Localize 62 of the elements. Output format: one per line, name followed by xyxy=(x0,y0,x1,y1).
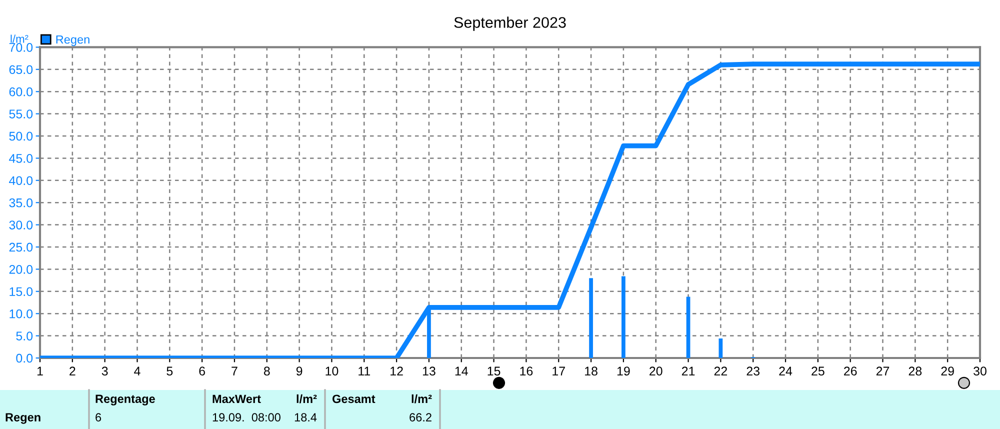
x-tick-label: 2 xyxy=(70,366,76,376)
bar xyxy=(622,276,626,358)
y-tick-label: 50.0 xyxy=(9,132,33,141)
text: 6 xyxy=(96,413,102,422)
y-tick-label: 60.0 xyxy=(9,87,33,96)
bar xyxy=(686,296,690,358)
x-tick-label: 23 xyxy=(746,366,760,376)
x-tick-label: 10 xyxy=(326,366,338,376)
x-tick-label: 26 xyxy=(844,366,857,376)
text: l/m² xyxy=(412,394,432,404)
y-tick-label: 65.0 xyxy=(9,65,33,74)
x-tick-label: 27 xyxy=(876,366,890,376)
y-tick-label: 35.0 xyxy=(9,198,33,208)
y-tick-label: 30.0 xyxy=(9,220,33,230)
x-tick-label: 28 xyxy=(908,366,922,376)
y-tick-label: 70.0 xyxy=(9,42,33,52)
x-tick-label: 29 xyxy=(941,366,954,376)
x-tick-label: 6 xyxy=(199,366,205,376)
x-tick-label: 19 xyxy=(617,366,630,376)
x-tick-label: 4 xyxy=(134,366,140,376)
x-tick-label: 20 xyxy=(650,366,662,376)
x-tick-label: 8 xyxy=(264,366,270,376)
x-tick-label: 18 xyxy=(585,366,598,376)
x-tick-label: 13 xyxy=(422,366,436,376)
x-tick-label: 9 xyxy=(296,366,302,376)
x-tick-label: 22 xyxy=(714,366,728,376)
x-tick-label: 12 xyxy=(390,366,403,376)
y-tick-label: 45.0 xyxy=(9,154,33,163)
text: l/m² xyxy=(296,394,317,404)
x-tick-label: 16 xyxy=(520,366,533,376)
x-tick-label: 17 xyxy=(552,366,565,376)
text: Regentage xyxy=(96,394,155,406)
text: 66.2 xyxy=(410,413,432,422)
x-tick-label: 11 xyxy=(358,366,370,376)
y-tick-label: 15.0 xyxy=(10,287,33,296)
x-tick-label: 30 xyxy=(974,366,986,376)
x-tick-label: 7 xyxy=(232,366,238,376)
x-tick-label: 15 xyxy=(488,366,500,376)
text: Regen xyxy=(6,413,40,424)
y-tick-label: 10.0 xyxy=(10,309,33,318)
chart-title: September 2023 xyxy=(454,16,566,31)
text: MaxWert xyxy=(212,394,261,404)
text: 18.4 xyxy=(294,413,317,422)
x-tick-label: 5 xyxy=(166,366,173,376)
text: Gesamt xyxy=(332,394,376,404)
y-axis-title: l/m² xyxy=(10,34,28,43)
y-tick-label: 55.0 xyxy=(9,110,33,118)
y-tick-label: 25.0 xyxy=(9,242,33,252)
y-tick-label: 5.0 xyxy=(16,332,33,340)
x-tick-label: 1 xyxy=(37,366,43,376)
x-tick-label: 3 xyxy=(102,366,108,376)
x-tick-label: 14 xyxy=(455,366,468,376)
bar xyxy=(589,278,593,358)
y-tick-label: 40.0 xyxy=(9,176,33,186)
x-tick-label: 25 xyxy=(812,366,824,376)
x-tick-label: 24 xyxy=(779,366,792,376)
legend-label: Regen xyxy=(56,35,90,46)
x-tick-label: 21 xyxy=(682,366,695,376)
bar xyxy=(718,338,723,358)
text: 19.09. 08:00 xyxy=(212,413,280,422)
y-tick-label: 20.0 xyxy=(9,265,33,274)
y-tick-label: 0.0 xyxy=(16,354,33,363)
